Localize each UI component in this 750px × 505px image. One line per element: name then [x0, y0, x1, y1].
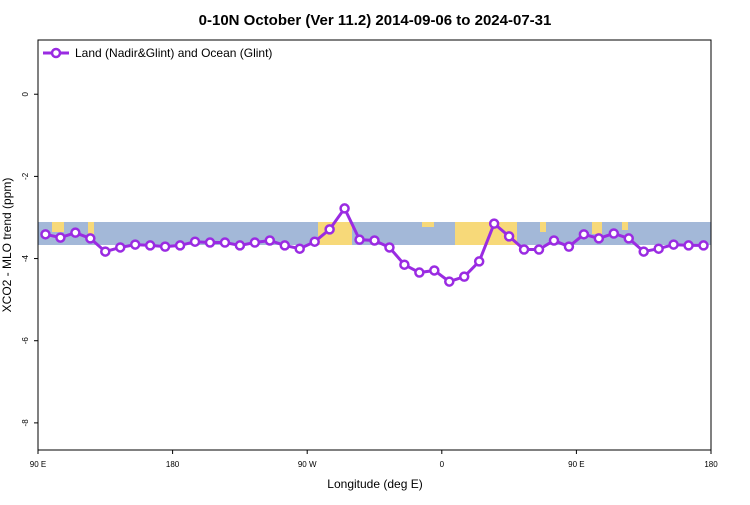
plot-frame [37, 39, 712, 451]
data-point [144, 240, 156, 251]
land [455, 222, 517, 245]
data-point [533, 244, 545, 255]
data-point [399, 259, 410, 270]
y-axis-label: XCO2 - MLO trend (ppm) [0, 178, 14, 313]
data-point [294, 243, 305, 254]
legend-marker [50, 47, 62, 59]
data-point [444, 276, 455, 287]
data-point [159, 241, 171, 252]
data-point [249, 237, 261, 248]
data-point [518, 244, 530, 255]
data-point [563, 241, 575, 252]
land [52, 222, 64, 232]
data-point [698, 240, 709, 251]
data-point [593, 233, 605, 244]
y-tick-label: -2 [21, 172, 30, 180]
land [622, 222, 628, 230]
x-tick-label: 90 E [568, 460, 584, 469]
data-point [85, 233, 96, 244]
land [592, 222, 602, 234]
data-point [429, 265, 440, 276]
data-point [623, 233, 634, 244]
y-tick-label: 0 [21, 91, 30, 96]
data-point [668, 239, 679, 250]
data-point [503, 231, 515, 242]
data-point [115, 242, 126, 253]
data-point [129, 239, 141, 250]
y-tick-label: -6 [21, 337, 30, 345]
land [422, 222, 434, 227]
x-tick-label: 180 [704, 460, 718, 469]
x-tick-label: 0 [440, 460, 445, 469]
data-point [324, 224, 335, 235]
data-point [578, 229, 590, 240]
data-point [204, 237, 216, 248]
data-point [653, 243, 664, 254]
data-point [414, 267, 425, 278]
data-point [608, 228, 620, 239]
data-point [473, 256, 485, 267]
data-point [354, 234, 365, 245]
data-point [234, 240, 246, 251]
data-point [70, 227, 81, 238]
data-point [279, 240, 291, 251]
chart-title: 0-10N October (Ver 11.2) 2014-09-06 to 2… [199, 12, 552, 29]
x-tick-label: 180 [166, 460, 180, 469]
x-axis-label: Longitude (deg E) [327, 477, 422, 491]
x-tick-label: 90 W [298, 460, 317, 469]
data-point [384, 242, 395, 253]
data-point [309, 236, 320, 247]
y-tick-label: -8 [21, 419, 30, 427]
legend-label: Land (Nadir&Glint) and Ocean (Glint) [75, 46, 272, 60]
data-point [55, 232, 66, 243]
land [88, 222, 94, 234]
data-point [548, 235, 560, 246]
data-point [369, 235, 380, 246]
data-point [219, 237, 231, 248]
data-point [683, 240, 694, 251]
data-point [174, 240, 186, 251]
x-tick-label: 90 E [30, 460, 46, 469]
land [540, 222, 546, 232]
y-tick-label: -4 [21, 254, 30, 262]
data-point [339, 203, 350, 214]
data-point [264, 235, 276, 246]
data-point [100, 246, 111, 257]
data-point [40, 229, 51, 240]
data-point [488, 218, 500, 229]
data-point [638, 246, 649, 257]
data-point [189, 236, 201, 247]
data-point [458, 271, 470, 282]
